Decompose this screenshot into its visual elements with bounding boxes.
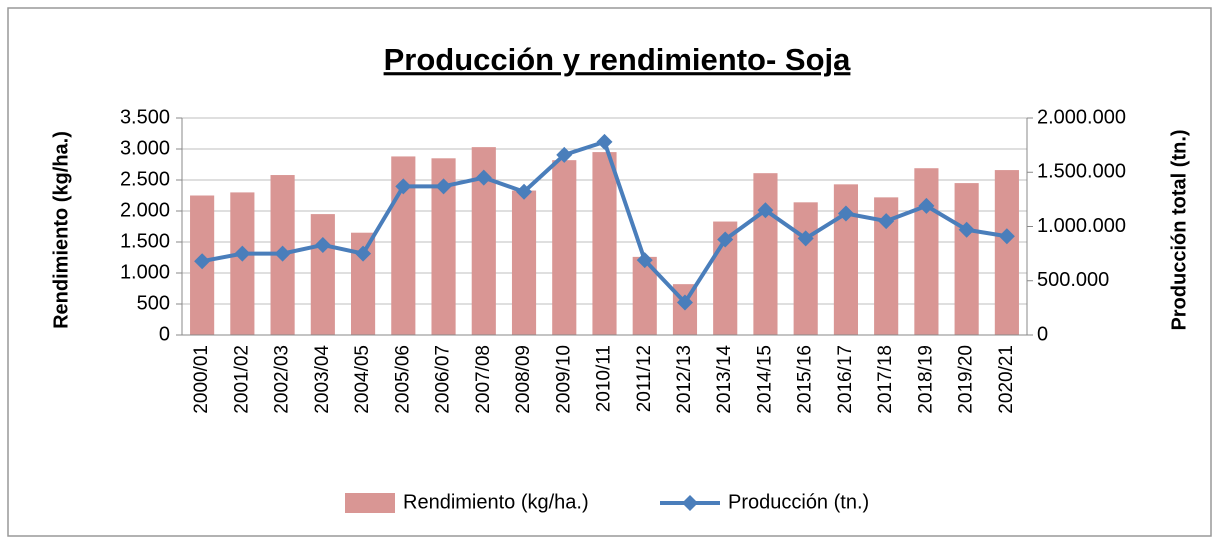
x-tick-label: 2014/15 — [754, 345, 775, 414]
x-tick-label: 2013/14 — [714, 345, 735, 414]
legend-label: Producción (tn.) — [728, 491, 869, 513]
marker — [757, 202, 774, 219]
x-tick-label: 2000/01 — [191, 345, 212, 414]
marker — [636, 252, 653, 269]
x-tick-label: 2006/07 — [433, 345, 454, 414]
x-tick-label: 2002/03 — [272, 345, 293, 414]
marker — [717, 231, 734, 248]
marker — [314, 236, 331, 253]
y2-tick-label: 1.500.000 — [1037, 161, 1126, 183]
marker — [516, 183, 533, 200]
marker — [274, 245, 291, 262]
marker — [596, 133, 613, 150]
chart-title: Producción y rendimiento- Soja — [384, 42, 852, 77]
y-tick-label: 2.000 — [120, 199, 170, 221]
x-tick-label: 2019/20 — [956, 345, 977, 414]
y2-tick-label: 500.000 — [1037, 269, 1109, 291]
x-tick-label: 2015/16 — [795, 345, 816, 414]
y2-tick-label: 0 — [1037, 323, 1048, 345]
marker — [194, 253, 211, 270]
x-tick-label: 2010/11 — [594, 345, 615, 412]
y2-axis-label: Producción total (tn.) — [1168, 129, 1190, 330]
marker — [556, 146, 573, 163]
y-axis-label: Rendimiento (kg/ha.) — [50, 131, 72, 329]
bar — [592, 152, 617, 335]
legend-label: Rendimiento (kg/ha.) — [403, 491, 589, 513]
marker — [435, 178, 452, 195]
marker — [998, 228, 1015, 245]
marker — [475, 169, 492, 186]
legend-marker — [682, 495, 698, 511]
y2-tick-label: 2.000.000 — [1037, 106, 1126, 128]
x-tick-label: 2012/13 — [674, 345, 695, 414]
y-tick-label: 2.500 — [120, 168, 170, 190]
x-tick-label: 2020/21 — [996, 345, 1017, 414]
x-tick-label: 2004/05 — [352, 345, 373, 414]
y-tick-label: 3.000 — [120, 137, 170, 159]
legend-swatch — [345, 493, 395, 513]
x-tick-label: 2016/17 — [835, 345, 856, 414]
x-tick-label: 2001/02 — [231, 345, 252, 414]
x-tick-label: 2008/09 — [513, 345, 534, 414]
bar — [994, 170, 1019, 335]
y-tick-label: 3.500 — [120, 106, 170, 128]
bar — [230, 192, 255, 335]
x-tick-label: 2018/19 — [915, 345, 936, 414]
x-tick-label: 2017/18 — [875, 345, 896, 414]
y-tick-label: 0 — [159, 323, 170, 345]
y-tick-label: 500 — [137, 292, 170, 314]
x-tick-label: 2011/12 — [634, 345, 655, 412]
x-tick-label: 2009/10 — [553, 345, 574, 414]
bar — [954, 183, 979, 335]
x-tick-label: 2005/06 — [392, 345, 413, 414]
bar — [310, 214, 335, 335]
x-tick-label: 2007/08 — [473, 345, 494, 414]
bar — [753, 173, 778, 335]
marker — [958, 221, 975, 238]
bar — [914, 168, 939, 335]
marker — [676, 294, 693, 311]
y-tick-label: 1.000 — [120, 261, 170, 283]
marker — [355, 245, 372, 262]
bar — [552, 160, 577, 335]
y-tick-label: 1.500 — [120, 230, 170, 252]
marker — [234, 245, 251, 262]
bar — [511, 190, 537, 335]
x-tick-label: 2003/04 — [312, 345, 333, 414]
y2-tick-label: 1.000.000 — [1037, 215, 1126, 237]
marker — [918, 197, 935, 214]
marker — [395, 178, 412, 195]
marker — [837, 205, 854, 222]
marker — [797, 230, 814, 247]
marker — [878, 213, 895, 230]
bar — [793, 202, 818, 335]
